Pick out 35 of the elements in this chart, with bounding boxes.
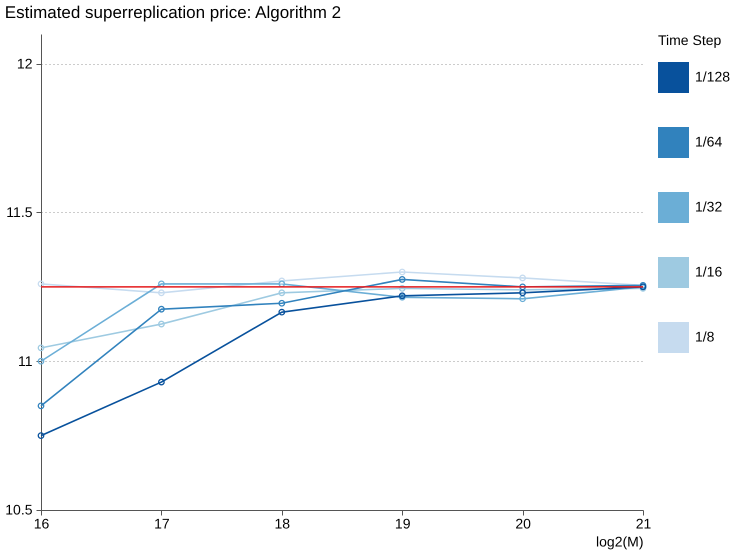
point (398, 268, 406, 276)
legend-title: Time Step (658, 32, 722, 48)
point (519, 283, 526, 290)
point (158, 280, 165, 288)
y-tick-label: 11 (18, 352, 33, 369)
point (278, 300, 286, 307)
x-tick-label: 18 (274, 516, 290, 532)
point (519, 289, 526, 296)
y-tick-label: 12 (16, 55, 33, 72)
legend-label: 1/64 (695, 134, 722, 150)
x-tick-label: 19 (394, 516, 411, 532)
point (278, 289, 286, 296)
point (278, 308, 286, 316)
point (158, 306, 165, 313)
legend-label: 1/16 (695, 264, 722, 280)
x-tick-label: 17 (154, 516, 170, 532)
y-tick-label: 11.5 (6, 204, 33, 220)
y-tick-label: 10.5 (5, 502, 33, 518)
legend-label: 1/8 (695, 328, 715, 344)
x-tick-label: 16 (34, 516, 50, 532)
point (519, 274, 526, 282)
chart-title: Estimated superreplication price: Algorithm 2 (4, 3, 342, 22)
point (158, 320, 165, 328)
point (278, 280, 286, 288)
point (158, 378, 165, 386)
x-tick-label: 20 (515, 516, 532, 532)
point (398, 284, 406, 292)
x-tick-label: 21 (636, 516, 652, 532)
point (278, 278, 286, 284)
x-axis-title: log2(M) (596, 534, 644, 550)
point (519, 295, 526, 302)
point (398, 276, 406, 283)
legend-label: 1/128 (695, 68, 730, 84)
point (158, 289, 165, 296)
legend-label: 1/32 (695, 198, 722, 214)
